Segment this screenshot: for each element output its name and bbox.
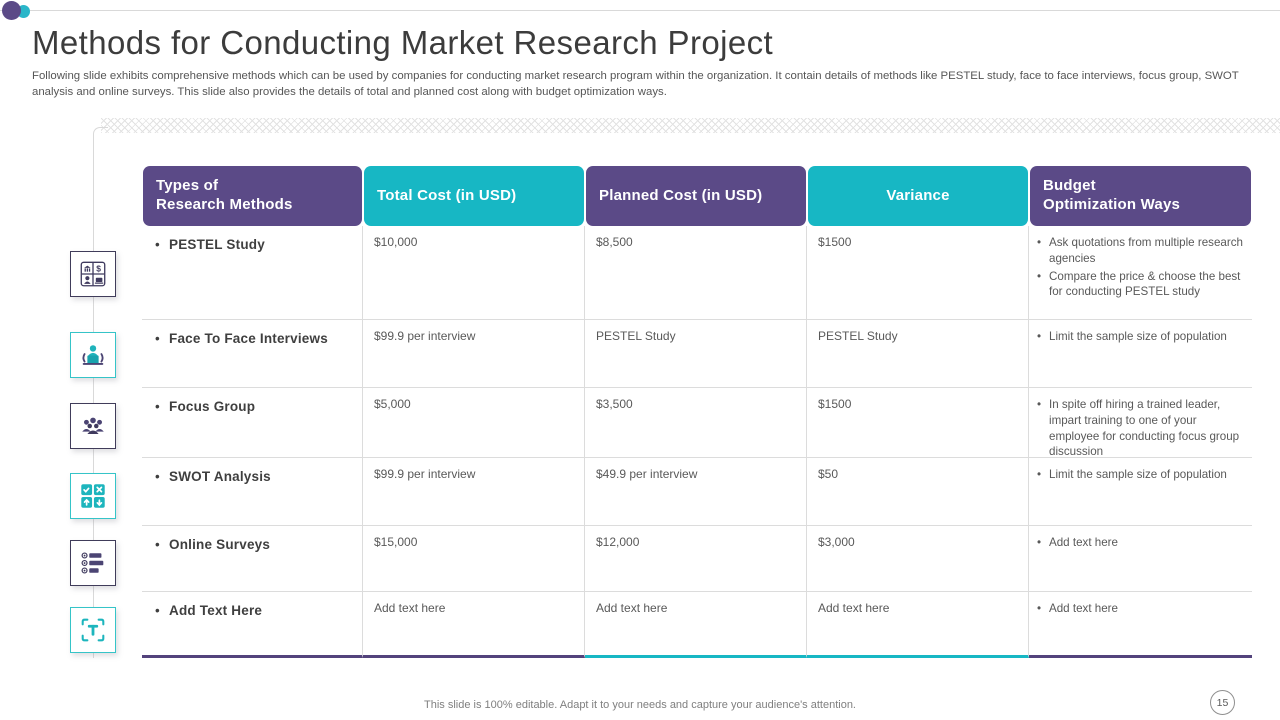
- total-cost-cell: $99.9 per interview: [363, 320, 585, 388]
- budget-ways-list: Add text here: [1029, 592, 1252, 617]
- budget-ways-list: Limit the sample size of population: [1029, 320, 1252, 345]
- method-cell: Focus Group: [142, 388, 363, 458]
- pestel-study-icon: $: [70, 251, 116, 297]
- budget-ways-cell: Limit the sample size of population: [1029, 458, 1252, 526]
- planned-cost-cell: PESTEL Study: [585, 320, 807, 388]
- focus-group-icon: [70, 403, 116, 449]
- purple-circle-icon: [2, 1, 21, 20]
- budget-way-item: Compare the price & choose the best for …: [1033, 269, 1244, 301]
- budget-ways-cell: In spite off hiring a trained leader, im…: [1029, 388, 1252, 458]
- budget-ways-list: In spite off hiring a trained leader, im…: [1029, 388, 1252, 457]
- variance-cell: $50: [807, 458, 1029, 526]
- online-survey-icon: [70, 540, 116, 586]
- page-title: Methods for Conducting Market Research P…: [32, 24, 774, 61]
- column-header-variance: Variance: [808, 166, 1028, 226]
- variance-cell: $1500: [807, 226, 1029, 320]
- variance-cell: $1500: [807, 388, 1029, 458]
- budget-way-item: Add text here: [1033, 535, 1244, 551]
- total-cost-cell: $15,000: [363, 526, 585, 592]
- column-header-total-cost: Total Cost (in USD): [364, 166, 584, 226]
- total-cost-cell: $10,000: [363, 226, 585, 320]
- swot-analysis-icon: [70, 473, 116, 519]
- planned-cost-cell: $8,500: [585, 226, 807, 320]
- budget-way-item: Limit the sample size of population: [1033, 329, 1244, 345]
- budget-way-item: Ask quotations from multiple research ag…: [1033, 235, 1244, 267]
- add-text-icon: [70, 607, 116, 653]
- svg-text:$: $: [96, 264, 101, 274]
- budget-way-item: Add text here: [1033, 601, 1244, 617]
- variance-cell: $3,000: [807, 526, 1029, 592]
- icon-connector-line: [93, 127, 108, 658]
- column-header-methods: Types of Research Methods: [143, 166, 362, 226]
- planned-cost-cell: $12,000: [585, 526, 807, 592]
- research-methods-table: Types of Research Methods Total Cost (in…: [142, 166, 1252, 658]
- budget-way-item: Limit the sample size of population: [1033, 467, 1244, 483]
- budget-ways-cell: Limit the sample size of population: [1029, 320, 1252, 388]
- slide-description: Following slide exhibits comprehensive m…: [32, 70, 1239, 99]
- variance-cell: Add text here: [807, 592, 1029, 658]
- total-cost-cell: $5,000: [363, 388, 585, 458]
- top-divider-line: [0, 10, 1280, 11]
- planned-cost-cell: Add text here: [585, 592, 807, 658]
- method-cell: Add Text Here: [142, 592, 363, 658]
- face-to-face-interview-icon: [70, 332, 116, 378]
- budget-way-item: In spite off hiring a trained leader, im…: [1033, 397, 1244, 457]
- footer-note: This slide is 100% editable. Adapt it to…: [424, 699, 856, 711]
- planned-cost-cell: $3,500: [585, 388, 807, 458]
- column-header-budget-ways: Budget Optimization Ways: [1030, 166, 1251, 226]
- method-cell: SWOT Analysis: [142, 458, 363, 526]
- planned-cost-cell: $49.9 per interview: [585, 458, 807, 526]
- budget-ways-cell: Ask quotations from multiple research ag…: [1029, 226, 1252, 320]
- method-cell: PESTEL Study: [142, 226, 363, 320]
- budget-ways-list: Limit the sample size of population: [1029, 458, 1252, 483]
- budget-ways-list: Ask quotations from multiple research ag…: [1029, 226, 1252, 300]
- variance-cell: PESTEL Study: [807, 320, 1029, 388]
- page-number-badge: 15: [1210, 690, 1235, 715]
- budget-ways-cell: Add text here: [1029, 526, 1252, 592]
- method-cell: Face To Face Interviews: [142, 320, 363, 388]
- hatch-pattern-band: [101, 118, 1280, 133]
- total-cost-cell: Add text here: [363, 592, 585, 658]
- budget-ways-list: Add text here: [1029, 526, 1252, 551]
- method-cell: Online Surveys: [142, 526, 363, 592]
- total-cost-cell: $99.9 per interview: [363, 458, 585, 526]
- budget-ways-cell: Add text here: [1029, 592, 1252, 658]
- page-number: 15: [1216, 696, 1229, 709]
- column-header-planned-cost: Planned Cost (in USD): [586, 166, 806, 226]
